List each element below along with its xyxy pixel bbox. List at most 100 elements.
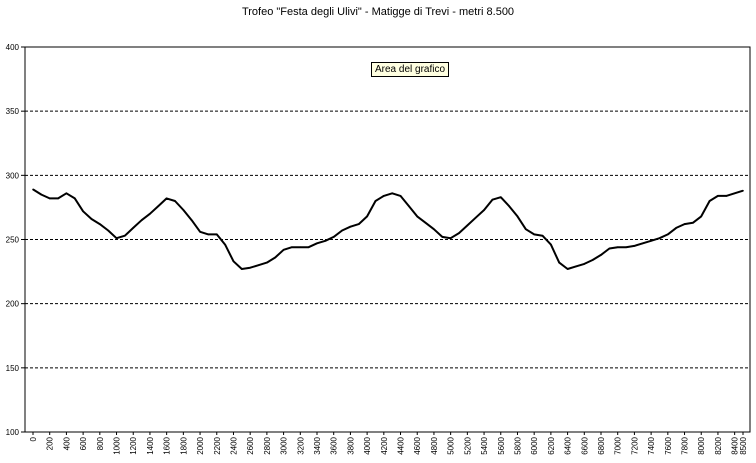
y-tick-label: 250 (6, 236, 20, 245)
data-point (424, 222, 427, 224)
x-tick-label: 8000 (697, 436, 706, 454)
data-point (374, 200, 377, 202)
x-tick-label: 3000 (280, 436, 289, 454)
data-point (725, 195, 728, 197)
data-point (399, 195, 402, 197)
data-point (692, 222, 694, 224)
data-point (99, 223, 101, 225)
data-point (408, 205, 410, 207)
data-point (483, 209, 485, 211)
data-point (642, 242, 644, 245)
data-point (533, 233, 535, 236)
x-tick-label: 5400 (480, 436, 489, 454)
data-point (299, 246, 302, 248)
x-tick-label: 7200 (630, 436, 639, 454)
x-tick-label: 4400 (397, 436, 406, 454)
x-tick-label: 1200 (129, 436, 138, 454)
x-tick-label: 1600 (163, 436, 172, 454)
y-tick-label: 350 (6, 107, 20, 116)
x-tick-label: 5000 (447, 436, 456, 454)
x-tick-label: 3200 (296, 436, 305, 454)
data-point (658, 237, 661, 239)
data-point (683, 223, 686, 225)
x-tick-label: 6400 (564, 436, 573, 454)
y-tick-label: 400 (6, 43, 20, 52)
data-point (491, 198, 494, 201)
x-tick-label: 7400 (647, 436, 656, 454)
data-point (341, 229, 343, 232)
data-point (583, 263, 586, 265)
y-tick-label: 150 (6, 364, 20, 373)
data-point (717, 195, 719, 197)
x-tick-label: 3600 (330, 436, 339, 454)
data-point (358, 223, 360, 225)
data-point (282, 249, 285, 251)
data-point (90, 218, 93, 220)
data-point (157, 205, 160, 207)
data-point (366, 215, 368, 218)
data-point (458, 232, 460, 234)
x-tick-label: 800 (96, 436, 105, 450)
x-axis-ticks: 0 200 400 600 800 1000 1200 1400 1600 1800 2000 220… (29, 432, 748, 455)
data-point (700, 215, 702, 218)
x-tick-label: 6000 (530, 436, 539, 454)
y-axis-ticks: 100 150 200 250 300 350 400 (6, 43, 25, 437)
data-point (466, 224, 469, 227)
x-tick-label: 0 (29, 436, 38, 441)
x-tick-label: 7600 (664, 436, 673, 454)
data-point (107, 229, 109, 232)
data-point (40, 193, 43, 196)
x-tick-label: 5200 (463, 436, 472, 454)
data-point (391, 192, 394, 195)
data-point (500, 196, 502, 198)
x-tick-label: 2600 (246, 436, 255, 454)
data-point (307, 246, 310, 248)
x-tick-label: 3400 (313, 436, 322, 454)
data-point (525, 228, 527, 230)
x-tick-label: 4000 (363, 436, 372, 454)
x-tick-label: 4200 (380, 436, 389, 454)
data-point (633, 245, 636, 247)
data-point (140, 219, 143, 221)
x-tick-label: 2200 (213, 436, 222, 454)
data-point (416, 215, 419, 218)
x-tick-label: 1000 (113, 436, 122, 454)
data-point (558, 261, 560, 264)
data-point (216, 233, 218, 236)
x-tick-label: 4600 (413, 436, 422, 454)
x-tick-label: 5800 (513, 436, 522, 454)
data-point (115, 237, 118, 239)
data-point (257, 264, 260, 267)
data-point (224, 243, 226, 246)
x-tick-label: 6800 (597, 436, 606, 454)
data-point (174, 200, 176, 202)
x-tick-label: 6600 (580, 436, 589, 454)
data-point (516, 215, 519, 218)
data-point (32, 188, 34, 191)
data-point (474, 216, 477, 219)
data-point (591, 259, 594, 261)
data-point (383, 195, 385, 197)
data-point (616, 246, 619, 248)
data-point (132, 227, 134, 229)
x-tick-label: 6200 (547, 436, 556, 454)
data-point (207, 233, 210, 236)
data-point (349, 225, 352, 228)
series-line (32, 188, 744, 270)
data-point (324, 240, 327, 242)
data-point (708, 200, 711, 202)
chart-title: Trofeo "Festa degli Ulivi" - Matigge di … (241, 6, 515, 18)
data-point (165, 197, 168, 200)
data-point (608, 247, 611, 250)
data-point (241, 268, 243, 270)
y-tick-label: 200 (6, 300, 20, 309)
x-tick-label: 8200 (714, 436, 723, 454)
series-lines (32, 188, 744, 270)
x-tick-label: 2400 (229, 436, 238, 454)
chart-area-tooltip: Area del grafico (371, 62, 450, 77)
data-point (667, 233, 669, 236)
data-point (566, 268, 569, 270)
data-point (291, 246, 293, 248)
data-point (550, 243, 552, 246)
